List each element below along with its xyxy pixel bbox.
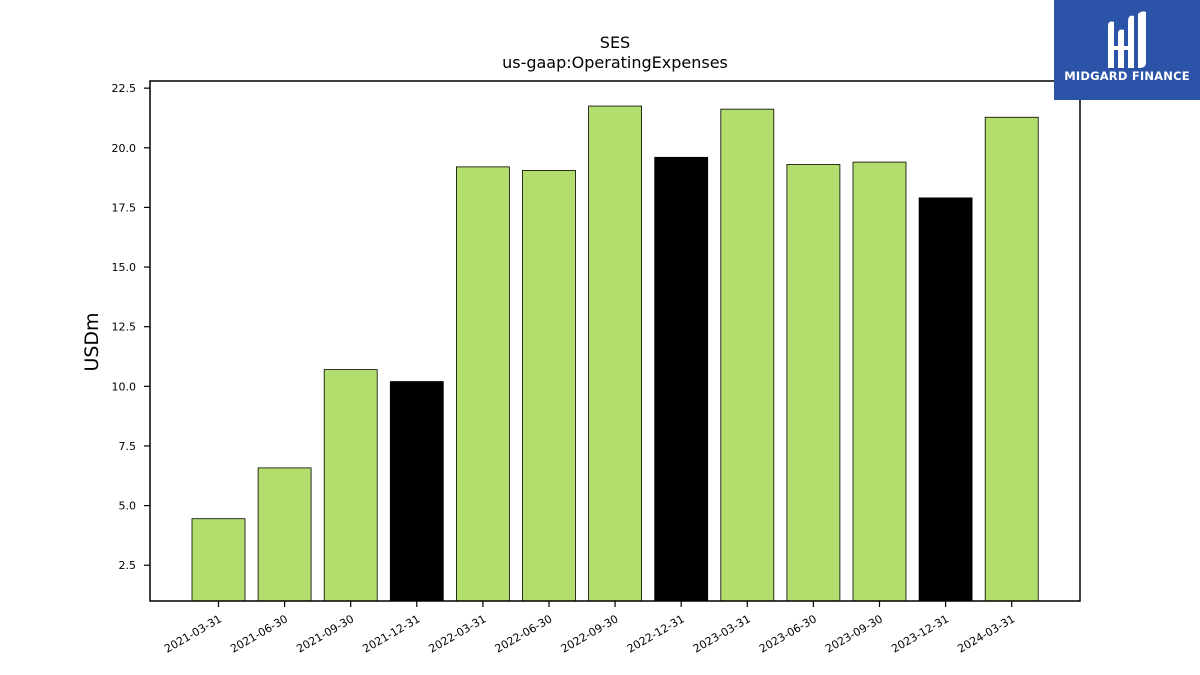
chart-subtitle: us-gaap:OperatingExpenses: [502, 53, 728, 72]
bar-2023-03-31: [720, 108, 775, 602]
x-tick-label: 2021-12-31: [360, 612, 422, 655]
bars: [191, 105, 1039, 602]
bar-2021-09-30: [323, 369, 378, 602]
bar-2023-06-30: [786, 164, 841, 602]
bar-2022-03-31: [455, 166, 510, 602]
chart-title: SES: [600, 33, 630, 52]
midgard-logo: MIDGARD FINANCE: [1054, 0, 1200, 100]
bar-2024-03-31: [984, 116, 1039, 602]
midgard-logo-icon: [1108, 11, 1146, 69]
y-tick-label: 7.5: [119, 440, 137, 453]
y-tick-label: 17.5: [112, 201, 137, 214]
y-tick-label: 20.0: [112, 142, 137, 155]
bar-2021-03-31: [191, 518, 246, 602]
x-tick-label: 2021-06-30: [228, 612, 290, 655]
y-tick-label: 5.0: [119, 500, 137, 513]
logo-text: MIDGARD FINANCE: [1064, 69, 1190, 83]
y-tick-label: 15.0: [112, 261, 137, 274]
y-tick-label: 22.5: [112, 82, 137, 95]
y-tick-label: 10.0: [112, 380, 137, 393]
x-tick-label: 2023-06-30: [757, 612, 819, 655]
x-tick-label: 2024-03-31: [955, 612, 1017, 655]
x-tick-label: 2023-09-30: [823, 612, 885, 655]
bar-2022-06-30: [522, 170, 576, 602]
bar-2023-09-30: [852, 161, 907, 602]
x-tick-label: 2021-09-30: [294, 612, 356, 655]
x-tick-label: 2023-03-31: [691, 612, 753, 655]
x-tick-label: 2023-12-31: [889, 612, 951, 655]
y-axis-label: USDm: [81, 312, 103, 371]
y-tick-label: 2.5: [119, 559, 137, 572]
y-tick-label: 12.5: [112, 321, 137, 334]
x-tick-label: 2022-12-31: [625, 612, 687, 655]
bar-2021-12-31: [389, 381, 444, 602]
bar-2023-12-31: [918, 197, 973, 602]
x-tick-label: 2021-03-31: [162, 612, 224, 655]
x-tick-label: 2022-09-30: [559, 612, 621, 655]
x-tick-label: 2022-03-31: [427, 612, 489, 655]
bar-2021-06-30: [257, 467, 312, 602]
bar-2022-12-31: [654, 156, 709, 602]
x-tick-label: 2022-06-30: [493, 612, 555, 655]
bar-2022-09-30: [588, 105, 642, 602]
